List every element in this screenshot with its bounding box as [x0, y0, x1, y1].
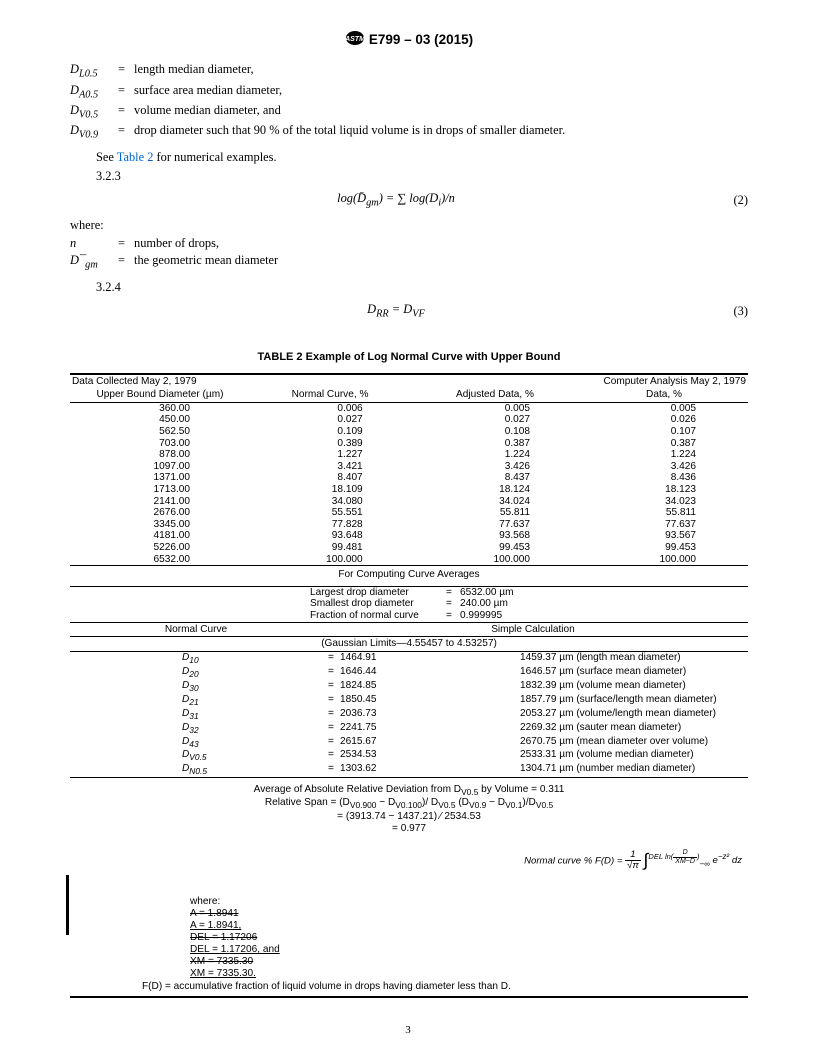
formula-lead: Normal curve % F(D) =: [524, 855, 625, 866]
stat-line: Average of Absolute Relative Deviation f…: [70, 784, 748, 797]
col-head-2: Normal Curve, %: [250, 388, 410, 402]
symbol-definitions: DL0.5=length median diameter,DA0.5=surfa…: [70, 61, 748, 143]
d-values: D10=1464.911459.37 µm (length mean diame…: [70, 652, 748, 778]
def: drop diameter such that 90 % of the tota…: [134, 122, 748, 142]
astm-logo: ASTM: [345, 30, 365, 51]
table-row: 450.000.0270.0270.026: [70, 414, 748, 426]
computing-curve-averages: Largest drop diameter=6532.00 µmSmallest…: [310, 587, 748, 622]
sym: DA0.5: [70, 82, 118, 102]
where-def: the geometric mean diameter: [134, 252, 748, 272]
computing-curve-title: For Computing Curve Averages: [70, 568, 748, 582]
table-row: 1371.008.4078.4378.436: [70, 472, 748, 484]
d-value-row: DV0.5=2534.532533.31 µm (volume median d…: [70, 749, 748, 763]
where-def: number of drops,: [134, 235, 748, 252]
curve-avg-row: Largest drop diameter=6532.00 µm: [310, 587, 748, 599]
sym: DV0.5: [70, 102, 118, 122]
table-title: TABLE 2 Example of Log Normal Curve with…: [70, 350, 748, 365]
table-row: 1713.0018.10918.12418.123: [70, 484, 748, 496]
where-line: XM = 7335.30: [190, 956, 748, 968]
fd-definition: F(D) = accumulative fraction of liquid v…: [142, 980, 748, 994]
sym: DL0.5: [70, 61, 118, 81]
where-line: DEL = 1.17206: [190, 932, 748, 944]
table-row: 562.500.1090.1080.107: [70, 426, 748, 438]
section-3-2-3: 3.2.3: [70, 168, 748, 185]
table-row: 360.000.0060.0050.005: [70, 403, 748, 415]
page-number: 3: [0, 1024, 816, 1036]
see-pre: See: [96, 150, 117, 164]
formula-tail: e−z² dz: [713, 855, 743, 866]
table-row: 1097.003.4213.4263.426: [70, 461, 748, 473]
where-line: XM = 7335.30.: [190, 968, 748, 980]
table-row: 2676.0055.55155.81155.811: [70, 507, 748, 519]
where-label: where:: [70, 217, 748, 234]
sym: DV0.9: [70, 122, 118, 142]
stat-line: = 0.977: [70, 823, 748, 835]
where-line: A = 1.8941,: [190, 920, 748, 932]
see-post: for numerical examples.: [153, 150, 276, 164]
normal-curve-formula: Normal curve % F(D) = 1√π ∫DEL ln(DXM−D)…: [70, 849, 748, 872]
table-row: 4181.0093.64893.56893.567: [70, 530, 748, 542]
d-value-row: D31=2036.732053.27 µm (volume/length mea…: [70, 708, 748, 722]
table-top-line: Data Collected May 2, 1979 Computer Anal…: [70, 375, 748, 389]
designation: E799 – 03 (2015): [369, 32, 473, 47]
where-sym: n: [70, 235, 118, 252]
nc-sc-head: Normal Curve Simple Calculation: [70, 623, 748, 637]
where-rows: n=number of drops,D¯gm=the geometric mea…: [70, 235, 748, 272]
eq3-body: DRR = DVF: [70, 301, 722, 321]
equation-2: log(D̄gm) = ∑ log(Di)/n (2): [70, 190, 748, 210]
eq3-number: (3): [722, 303, 748, 320]
table-row: 5226.0099.48199.45399.453: [70, 542, 748, 554]
d-value-row: D20=1646.441646.57 µm (surface mean diam…: [70, 666, 748, 680]
stat-line: Relative Span = (DV0.900 − DV0.100)/ DV0…: [70, 797, 748, 810]
d-value-row: D21=1850.451857.79 µm (surface/length me…: [70, 694, 748, 708]
table-row: 3345.0077.82877.63777.637: [70, 519, 748, 531]
where-line: A = 1.8941: [190, 908, 748, 920]
def: volume median diameter, and: [134, 102, 748, 122]
svg-text:ASTM: ASTM: [345, 36, 365, 43]
eq2-body: log(D̄gm) = ∑ log(Di)/n: [70, 190, 722, 210]
col-head-1: Upper Bound Diameter (µm): [70, 388, 250, 402]
table-head: Upper Bound Diameter (µm) Normal Curve, …: [70, 388, 748, 402]
stat-line: = (3913.74 − 1437.21) ⁄ 2534.53: [70, 811, 748, 823]
d-value-row: D10=1464.911459.37 µm (length mean diame…: [70, 652, 748, 666]
d-value-row: DN0.5=1303.621304.71 µm (number median d…: [70, 763, 748, 777]
def: length median diameter,: [134, 61, 748, 81]
gaussian-limits: (Gaussian Limits—4.55457 to 4.53257): [70, 637, 748, 651]
doc-header: ASTM E799 – 03 (2015): [70, 30, 748, 51]
normal-curve-head: Normal Curve: [72, 623, 320, 637]
computer-analysis: Computer Analysis May 2, 1979: [603, 375, 746, 389]
table-row: 6532.00100.000100.000100.000: [70, 554, 748, 566]
curve-avg-row: Smallest drop diameter=240.00 µm: [310, 598, 748, 610]
formula-frac1: 1√π: [625, 850, 641, 872]
formula-where-label: where:: [190, 896, 748, 908]
d-value-row: D30=1824.851832.39 µm (volume mean diame…: [70, 680, 748, 694]
relative-span-stats: Average of Absolute Relative Deviation f…: [70, 784, 748, 834]
table-2: TABLE 2 Example of Log Normal Curve with…: [70, 350, 748, 998]
see-table-para: See Table 2 for numerical examples.: [70, 149, 748, 166]
table2-link[interactable]: Table 2: [117, 150, 154, 164]
simple-calc-head: Simple Calculation: [320, 623, 746, 637]
equation-3: DRR = DVF (3): [70, 301, 748, 321]
col-head-4: Data, %: [580, 388, 748, 402]
where-line: DEL = 1.17206, and: [190, 944, 748, 956]
change-bar-icon: [66, 875, 69, 935]
data-collected: Data Collected May 2, 1979: [72, 375, 197, 389]
where-sym: D¯gm: [70, 252, 118, 272]
fd-text: F(D) = accumulative fraction of liquid v…: [142, 981, 511, 992]
d-value-row: D43=2615.672670.75 µm (mean diameter ove…: [70, 736, 748, 750]
table-row: 2141.0034.08034.02434.023: [70, 496, 748, 508]
section-3-2-4: 3.2.4: [70, 279, 748, 296]
curve-avg-row: Fraction of normal curve=0.999995: [310, 610, 748, 622]
eq2-number: (2): [722, 192, 748, 209]
d-value-row: D32=2241.752269.32 µm (sauter mean diame…: [70, 722, 748, 736]
formula-where-block: where: A = 1.8941A = 1.8941,DEL = 1.1720…: [190, 896, 748, 981]
table-row: 703.000.3890.3870.387: [70, 438, 748, 450]
table-row: 878.001.2271.2241.224: [70, 449, 748, 461]
col-head-3: Adjusted Data, %: [410, 388, 580, 402]
def: surface area median diameter,: [134, 82, 748, 102]
